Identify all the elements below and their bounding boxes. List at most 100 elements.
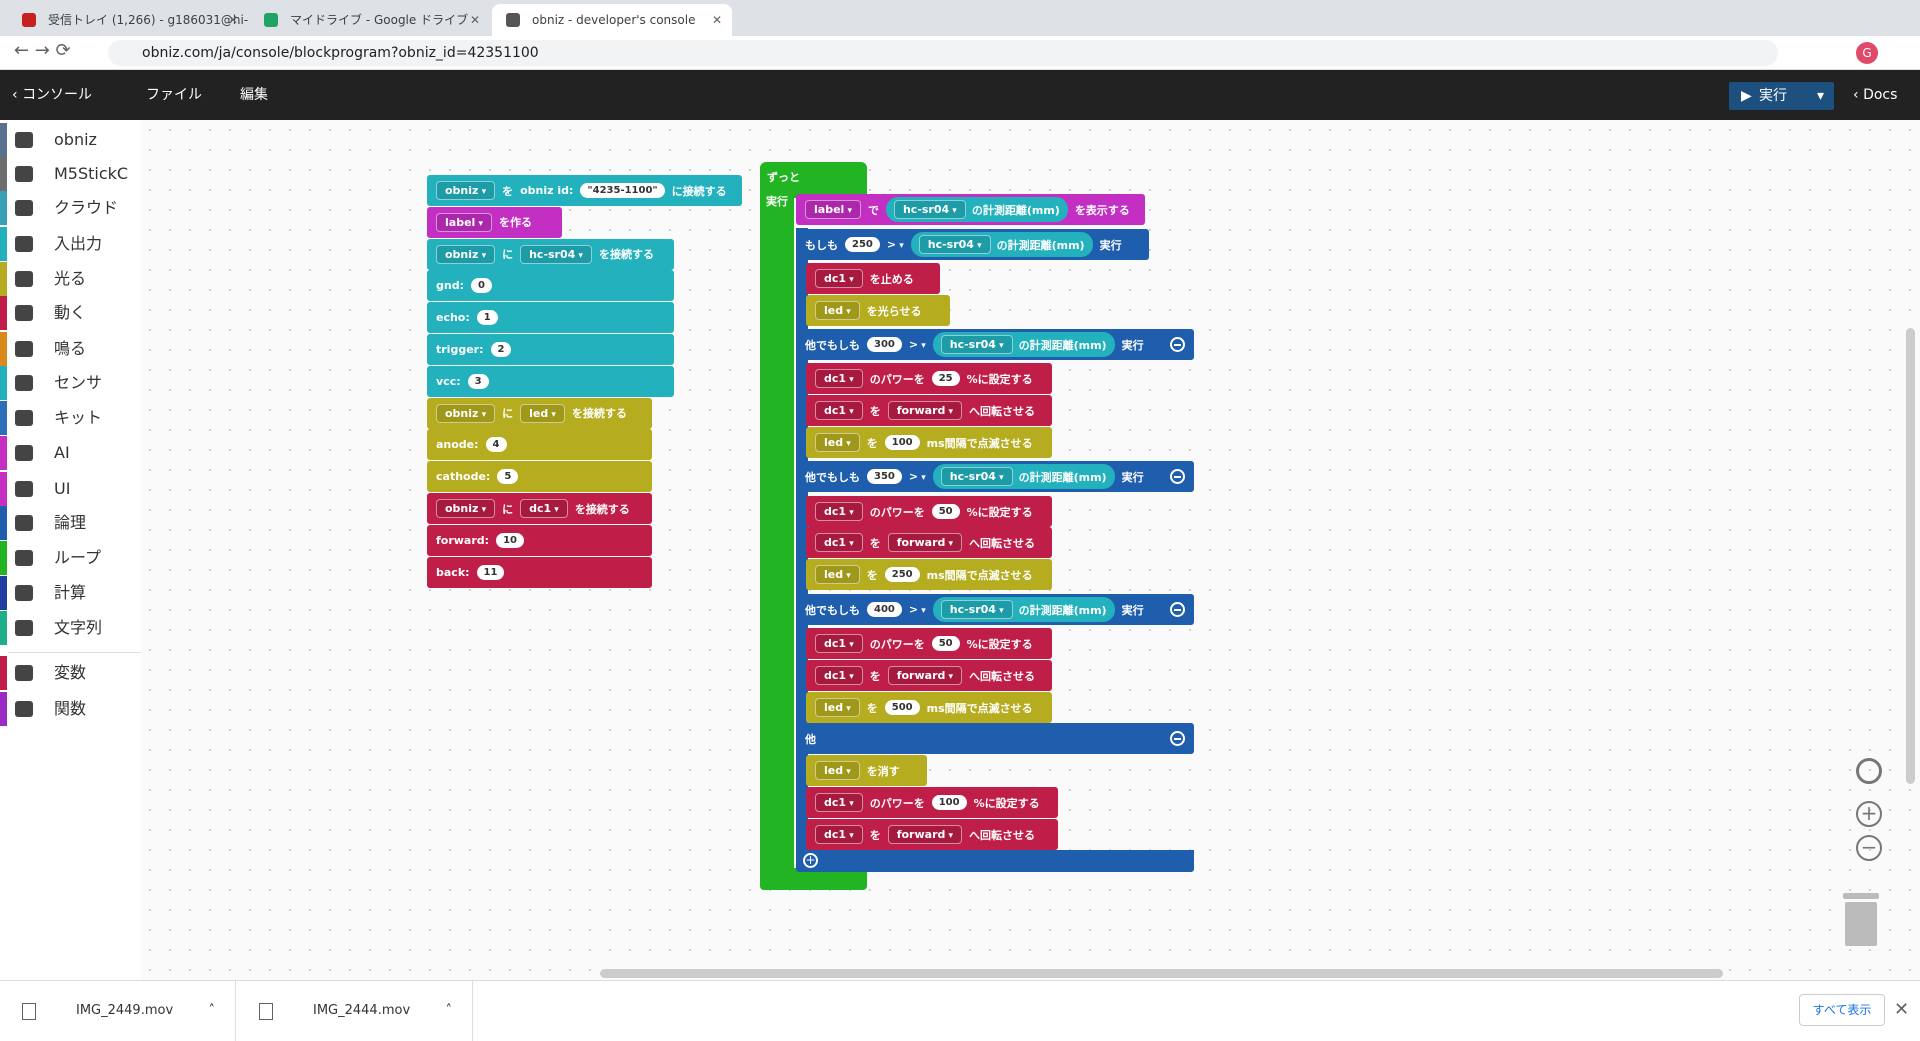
block[interactable]: dc1 のパワーを 50 %に設定する [806,628,1052,659]
block[interactable]: dc1 のパワーを 50 %に設定する [806,496,1052,527]
number-input[interactable]: 10 [496,532,524,548]
block[interactable]: 他でもしも 300 > hc-sr04 の計測距離(mm) 実行 [796,329,1194,360]
block[interactable]: obniz に led を接続する [427,397,652,429]
dropdown[interactable]: hc-sr04 [940,467,1013,486]
category[interactable]: AI [0,436,141,470]
block[interactable]: obniz に hc-sr04 を接続する [427,238,674,270]
block[interactable]: gnd: 0 [427,270,674,302]
dropdown[interactable]: forward [887,401,963,420]
run-button[interactable]: ▶ 実行 ▾ [1729,82,1834,110]
dropdown[interactable]: forward [887,666,963,685]
docs-link[interactable]: ‹ Docs [1853,87,1898,103]
block[interactable]: anode: 4 [427,429,652,461]
sensor-reporter[interactable]: hc-sr04 の計測距離(mm) [885,197,1068,222]
dropdown[interactable]: label [805,200,861,219]
category[interactable]: キット [0,401,141,435]
category[interactable]: 文字列 [0,611,141,645]
dropdown[interactable]: hc-sr04 [520,244,592,264]
category-label[interactable]: obniz [54,130,97,149]
dropdown[interactable]: hc-sr04 [940,600,1013,619]
category-label[interactable]: キット [54,408,103,427]
close-downloads[interactable]: ✕ [1894,999,1910,1020]
nav-buttons[interactable]: ← → ⟳ [14,40,71,61]
dropdown[interactable]: dc1 [520,499,568,518]
run-label[interactable]: 実行 [1759,88,1787,104]
h-scrollbar[interactable] [600,969,1723,978]
block[interactable]: cathode: 5 [427,461,652,493]
dropdown[interactable]: dc1 [815,369,863,388]
file-name[interactable]: IMG_2449.mov [76,1003,174,1018]
dropdown[interactable]: label [436,212,492,232]
dropdown[interactable]: dc1 [815,634,863,653]
number-input[interactable]: 350 [867,469,902,484]
dropdown[interactable]: led [815,698,860,717]
block[interactable]: obniz を obniz id: "4235-1100" に接続する [427,175,742,206]
trash[interactable] [1845,902,1877,946]
operator[interactable]: > [909,603,926,616]
block[interactable]: 他でもしも 400 > hc-sr04 の計測距離(mm) 実行 [796,594,1194,625]
number-input[interactable]: 300 [867,337,902,352]
block[interactable]: dc1 を forward へ回転させる [806,395,1052,426]
number-input[interactable]: 250 [845,237,880,252]
number-input[interactable]: 400 [867,602,902,617]
edit-menu[interactable]: 編集 [240,87,268,103]
category[interactable]: 入出力 [0,227,141,261]
dropdown[interactable]: forward [887,533,963,552]
category[interactable]: ループ [0,541,141,575]
number-input[interactable]: 0 [470,278,492,294]
category[interactable]: 光る [0,262,141,296]
dropdown[interactable]: forward [887,825,963,844]
profile[interactable]: G [1856,42,1878,64]
dropdown[interactable]: hc-sr04 [893,200,966,219]
dropdown[interactable]: dc1 [815,793,863,812]
category[interactable]: UI [0,472,141,506]
dropdown[interactable]: led [520,403,565,423]
block[interactable]: forward: 10 [427,524,652,556]
tab-close[interactable]: ✕ [711,13,722,27]
tab-close[interactable]: ✕ [227,13,238,27]
category-label[interactable]: センサ [54,373,103,392]
operator[interactable]: > [909,338,926,351]
dropdown[interactable]: led [815,301,860,320]
v-scrollbar[interactable] [1906,328,1915,784]
dropdown[interactable]: dc1 [815,666,863,685]
tab[interactable]: 受信トレイ (1,266) - g186031@hi- ✕ [8,4,248,36]
file-name[interactable]: IMG_2444.mov [313,1003,411,1018]
number-input[interactable]: 4 [485,437,507,453]
number-input[interactable]: 50 [931,636,960,651]
block[interactable]: dc1 を forward へ回転させる [806,660,1052,691]
category-label[interactable]: 入出力 [54,234,103,253]
block[interactable]: trigger: 2 [427,334,674,365]
block[interactable]: led を 500 ms間隔で点滅させる [806,692,1052,723]
dropdown[interactable]: hc-sr04 [940,335,1013,354]
number-input[interactable]: 5 [497,469,519,485]
block[interactable]: dc1 を forward へ回転させる [806,527,1052,558]
category[interactable]: M5StickC [0,157,141,191]
category-label[interactable]: ループ [54,548,102,567]
category-label[interactable]: 文字列 [54,618,103,637]
operator[interactable]: > [887,238,904,251]
block[interactable]: label で hc-sr04 の計測距離(mm) を表示する [796,194,1145,225]
show-all[interactable]: すべて表示 [1799,994,1885,1026]
back-link[interactable]: ‹ コンソール [12,87,93,103]
sensor-reporter[interactable]: hc-sr04 の計測距離(mm) [932,332,1115,357]
dropdown[interactable]: dc1 [815,502,863,521]
number-input[interactable]: 50 [931,504,960,519]
block[interactable]: back: 11 [427,556,652,588]
category-label[interactable]: M5StickC [54,164,129,183]
block[interactable]: led を光らせる [806,295,950,326]
block[interactable]: echo: 1 [427,302,674,334]
block[interactable]: led を 250 ms間隔で点滅させる [806,559,1052,590]
zoom-in[interactable]: + [1856,801,1882,827]
remove-branch[interactable] [1170,602,1185,617]
file-menu[interactable]: ファイル [146,87,202,103]
dropdown[interactable]: obniz [436,499,496,518]
back-label[interactable]: コンソール [22,87,93,103]
block[interactable]: obniz に dc1 を接続する [427,493,652,524]
category-label[interactable]: 関数 [54,699,87,718]
block[interactable]: led を 100 ms間隔で点滅させる [806,427,1052,458]
block[interactable]: dc1 を止める [806,263,940,294]
dropdown[interactable]: led [815,761,860,780]
block[interactable]: label を作る [427,206,562,238]
download-item[interactable]: IMG_2444.mov ˄ [237,981,473,1041]
